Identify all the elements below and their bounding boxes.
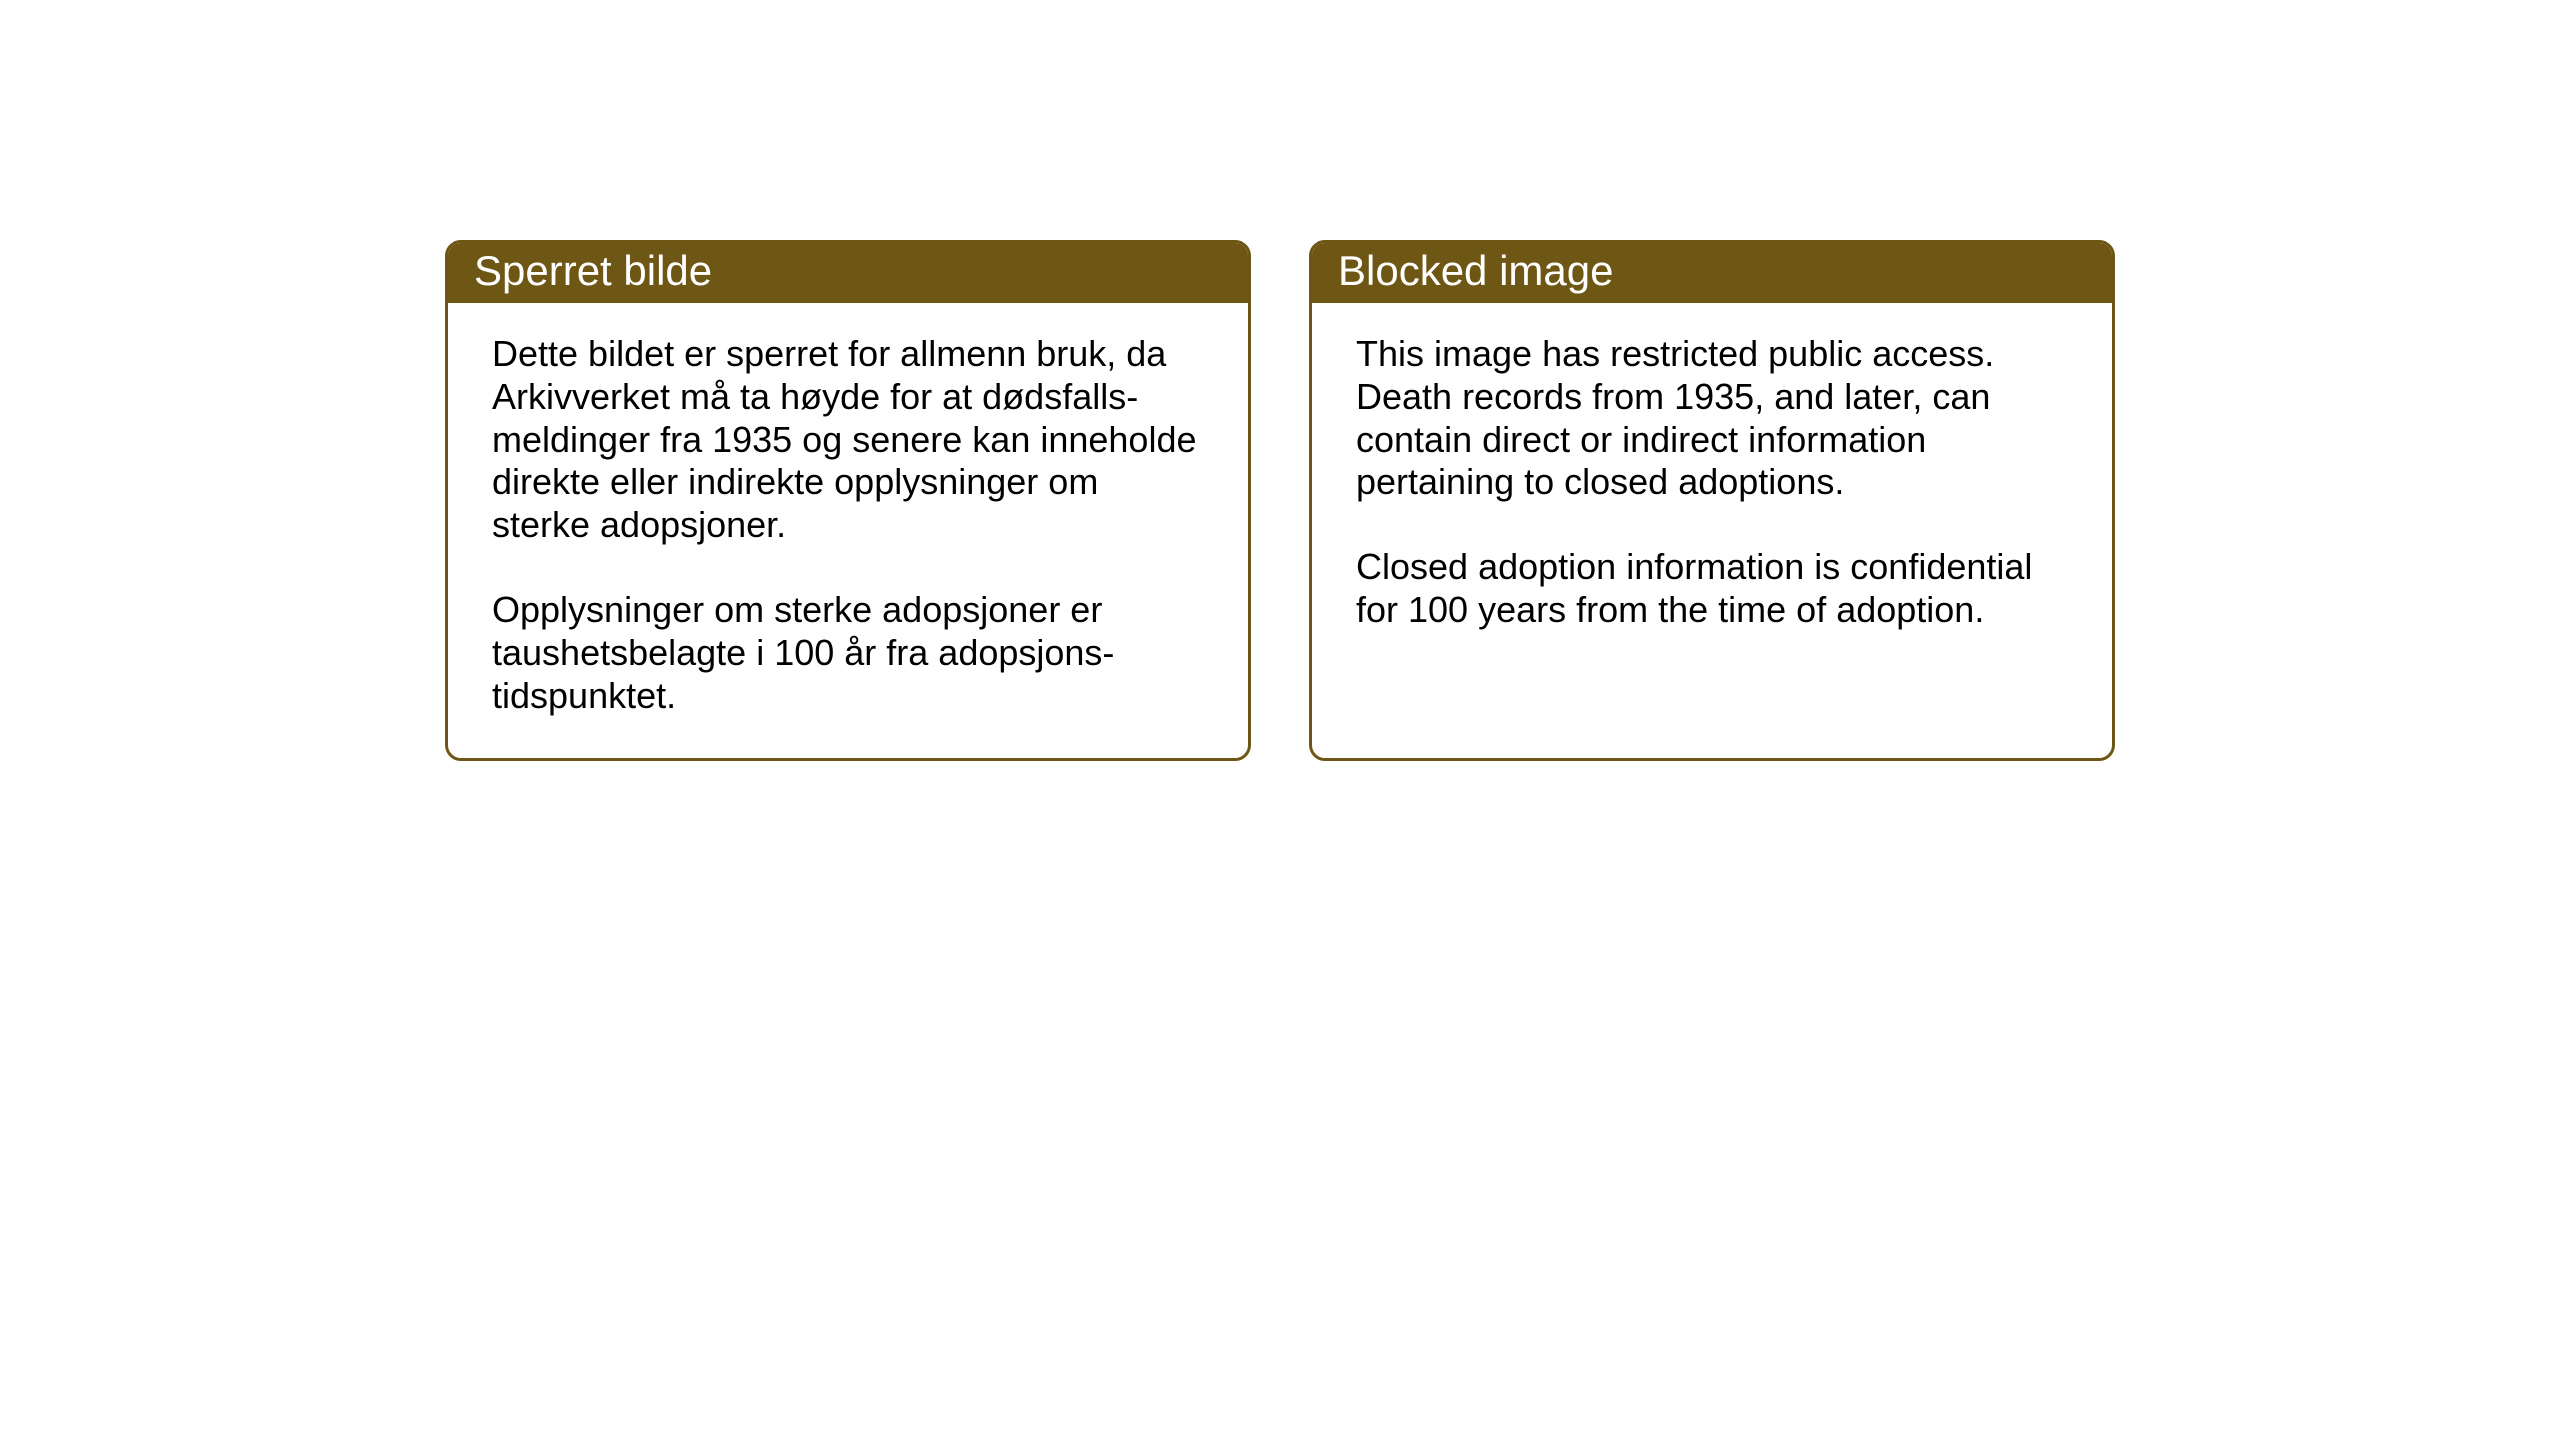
card-title: Blocked image <box>1338 247 1613 294</box>
card-paragraph: Closed adoption information is confident… <box>1356 546 2068 632</box>
card-body: Dette bildet er sperret for allmenn bruk… <box>448 303 1248 758</box>
notice-card-norwegian: Sperret bilde Dette bildet er sperret fo… <box>445 240 1251 761</box>
card-title: Sperret bilde <box>474 247 712 294</box>
card-body: This image has restricted public access.… <box>1312 303 2112 741</box>
notice-container: Sperret bilde Dette bildet er sperret fo… <box>445 240 2115 761</box>
card-header: Blocked image <box>1312 243 2112 303</box>
notice-card-english: Blocked image This image has restricted … <box>1309 240 2115 761</box>
card-paragraph: Opplysninger om sterke adopsjoner er tau… <box>492 589 1204 717</box>
card-paragraph: This image has restricted public access.… <box>1356 333 2068 504</box>
card-header: Sperret bilde <box>448 243 1248 303</box>
card-paragraph: Dette bildet er sperret for allmenn bruk… <box>492 333 1204 547</box>
